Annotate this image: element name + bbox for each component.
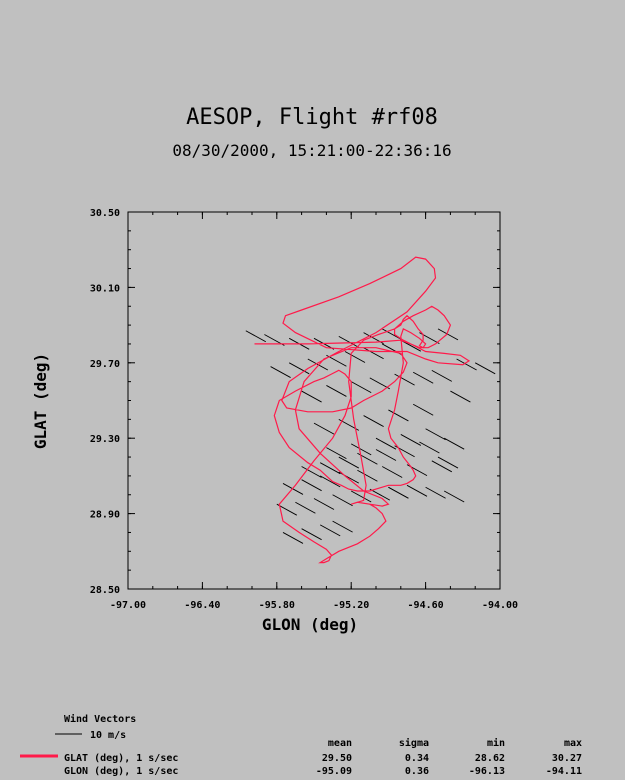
stats-header-min: min xyxy=(487,737,505,749)
stats-row-glat-sigma: 0.34 xyxy=(405,753,429,764)
chart-title: AESOP, Flight #rf08 xyxy=(186,105,438,130)
stats-row-glat-max: 30.27 xyxy=(552,753,582,764)
stats-row-glat-label: GLAT (deg), 1 s/sec xyxy=(64,753,178,764)
wind-vector xyxy=(363,347,384,360)
x-tick-label: -95.80 xyxy=(259,600,295,611)
wind-vector xyxy=(375,449,397,461)
wind-vector xyxy=(344,351,366,363)
wind-vector xyxy=(350,443,372,456)
wind-vector xyxy=(419,441,440,454)
wind-vector xyxy=(307,358,329,371)
wind-vector xyxy=(245,330,267,343)
wind-vector xyxy=(350,381,372,394)
plot-frame xyxy=(127,211,501,590)
wind-vector xyxy=(412,403,434,416)
plot-area: -97.00 -96.40 -95.80 -95.20 -94.60 -94.00 28.… xyxy=(90,208,518,611)
stats-row-glon-sigma: 0.36 xyxy=(405,766,429,777)
stats-header-max: max xyxy=(564,738,582,749)
y-tick-label: 29.30 xyxy=(90,434,120,445)
x-tick-label: -97.00 xyxy=(110,600,146,611)
stats-row-glon-max: -94.11 xyxy=(546,766,582,777)
wind-vector xyxy=(431,369,453,382)
y-tick-label: 30.50 xyxy=(90,208,120,219)
wind-vector xyxy=(338,456,360,469)
series-glat-glon-track xyxy=(254,256,471,564)
wind-vector xyxy=(369,377,391,390)
wind-vector xyxy=(301,390,322,403)
stats-row-glat-min: 28.62 xyxy=(475,753,505,764)
stats-header-mean: mean xyxy=(328,738,352,749)
stats-row-glon-min: -96.13 xyxy=(469,766,505,777)
stats-row-glon-label: GLON (deg), 1 s/sec xyxy=(64,766,178,777)
wind-vector xyxy=(301,479,322,492)
stats-row-glon-mean: -95.09 xyxy=(316,766,352,777)
y-tick-label: 28.90 xyxy=(90,510,120,521)
wind-vector-legend-title: Wind Vectors xyxy=(64,713,136,725)
wind-vector xyxy=(431,460,453,473)
x-tick-label: -96.40 xyxy=(184,600,220,611)
wind-vector xyxy=(282,532,304,544)
wind-vector xyxy=(288,362,310,375)
chart-subtitle: 08/30/2000, 15:21:00-22:36:16 xyxy=(172,141,451,160)
stats-table: mean sigma min max GLAT (deg), 1 s/sec 2… xyxy=(20,737,582,777)
wind-vector xyxy=(295,501,316,514)
wind-vector xyxy=(375,437,397,450)
wind-vector xyxy=(443,437,465,450)
wind-vector xyxy=(400,434,422,446)
x-tick-label: -94.00 xyxy=(482,600,518,611)
wind-vector xyxy=(388,409,409,422)
wind-vector xyxy=(381,328,403,341)
wind-vector xyxy=(406,484,428,497)
stats-row-glat-mean: 29.50 xyxy=(322,753,352,764)
stats-header-sigma: sigma xyxy=(399,737,429,749)
wind-vector-scale-label: 10 m/s xyxy=(90,730,126,741)
x-axis: -97.00 -96.40 -95.80 -95.20 -94.60 -94.00 xyxy=(110,212,518,611)
wind-vector xyxy=(326,447,347,460)
x-tick-label: -94.60 xyxy=(408,600,444,611)
wind-vector xyxy=(319,462,341,475)
y-tick-label: 29.70 xyxy=(90,359,120,370)
y-tick-label: 28.50 xyxy=(90,585,120,596)
wind-vector xyxy=(437,328,459,341)
wind-vector xyxy=(319,524,341,537)
wind-vector xyxy=(369,488,391,501)
wind-vector xyxy=(425,428,446,441)
y-axis-label: GLAT (deg) xyxy=(31,353,50,449)
x-axis-label: GLON (deg) xyxy=(262,615,358,634)
wind-vector xyxy=(301,466,322,478)
wind-vector xyxy=(270,366,291,378)
wind-vector xyxy=(301,528,322,541)
wind-vector xyxy=(388,486,409,499)
wind-vectors xyxy=(245,328,496,544)
wind-vector xyxy=(450,390,471,403)
wind-vector xyxy=(332,520,353,533)
wind-vector xyxy=(313,498,335,510)
wind-vector xyxy=(412,371,434,384)
y-axis: 28.50 28.90 29.30 29.70 30.10 30.50 xyxy=(90,208,500,596)
wind-vector xyxy=(326,385,347,397)
wind-vector xyxy=(319,475,341,488)
wind-vector xyxy=(381,466,403,478)
wind-vector xyxy=(313,422,335,435)
wind-vector xyxy=(474,362,496,375)
wind-vector xyxy=(456,358,477,371)
wind-vector xyxy=(357,469,378,482)
wind-vector xyxy=(350,490,372,503)
wind-vector xyxy=(437,456,459,469)
wind-vector xyxy=(394,373,415,386)
wind-vector-legend: Wind Vectors 10 m/s xyxy=(55,713,136,741)
wind-vector xyxy=(443,490,465,503)
wind-vector xyxy=(338,336,360,348)
x-tick-label: -95.20 xyxy=(333,600,369,611)
y-tick-label: 30.10 xyxy=(90,283,120,294)
wind-vector xyxy=(363,415,384,427)
wind-vector xyxy=(332,494,353,507)
wind-vector xyxy=(425,486,446,499)
